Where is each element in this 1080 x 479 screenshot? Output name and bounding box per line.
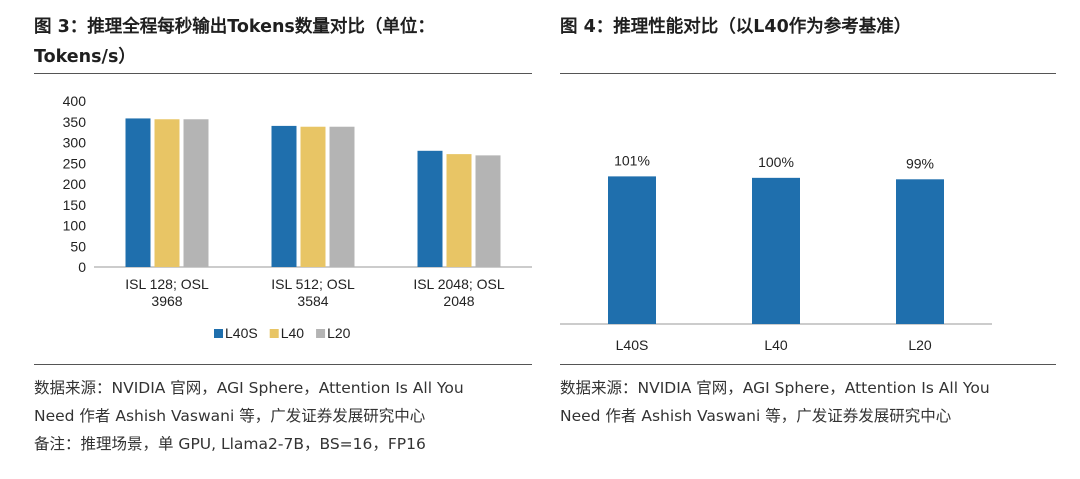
x-tick-label: 2048 bbox=[443, 293, 474, 309]
figure-4-title-line1: 图 4：推理性能对比（以L40作为参考基准） bbox=[560, 17, 912, 37]
y-tick-label: 400 bbox=[63, 93, 87, 109]
figure-4-chart: 101% L40S 100% L40 99% L20 bbox=[560, 152, 992, 353]
bar-l20-2 bbox=[329, 126, 355, 267]
x-tick-label: ISL 512; OSL bbox=[271, 276, 355, 292]
figure-3-chart: 0 50 100 150 200 250 300 350 400 ISL 128; OSL3968… bbox=[63, 93, 532, 341]
x-tick-label: ISL 128; OSL bbox=[125, 276, 209, 292]
legend-label-l40s: L40S bbox=[225, 325, 258, 341]
figure-3-panel: 图 3：推理全程每秒输出Tokens数量对比（单位： Tokens/s） bbox=[34, 0, 532, 72]
figure-4-source: 数据来源：NVIDIA 官网，AGI Sphere，Attention Is A… bbox=[560, 374, 990, 430]
bar-l40 bbox=[752, 177, 800, 324]
bar-l40-2 bbox=[300, 126, 326, 267]
bar-l20-3 bbox=[475, 155, 501, 267]
figure-3-title: 图 3：推理全程每秒输出Tokens数量对比（单位： Tokens/s） bbox=[34, 12, 532, 72]
bar-l20 bbox=[896, 179, 944, 324]
figure-4-top-rule bbox=[560, 73, 1056, 74]
y-tick-label: 50 bbox=[70, 238, 86, 254]
x-tick-label: ISL 2048; OSL bbox=[413, 276, 505, 292]
figure-3-source: 数据来源：NVIDIA 官网，AGI Sphere，Attention Is A… bbox=[34, 374, 464, 458]
figure-4-panel: 图 4：推理性能对比（以L40作为参考基准） bbox=[560, 0, 1056, 42]
figure-4-title: 图 4：推理性能对比（以L40作为参考基准） bbox=[560, 12, 1056, 42]
figure-3-source-line2: Need 作者 Ashish Vaswani 等，广发证券发展研究中心 bbox=[34, 407, 426, 425]
legend-swatch-l40 bbox=[269, 329, 279, 338]
bar-l40-1 bbox=[154, 119, 180, 267]
x-tick-label: 3584 bbox=[297, 293, 328, 309]
bar-l40s-3 bbox=[417, 150, 443, 267]
data-label-l40s: 101% bbox=[614, 152, 650, 168]
y-tick-label: 0 bbox=[78, 259, 86, 275]
figure-4-bottom-rule bbox=[560, 364, 1056, 365]
legend-label-l20: L20 bbox=[327, 325, 351, 341]
x-tick-label: 3968 bbox=[151, 293, 182, 309]
x-tick-label: L40S bbox=[616, 337, 649, 353]
y-tick-label: 150 bbox=[63, 197, 87, 213]
legend-swatch-l20 bbox=[316, 329, 326, 338]
legend-swatch-l40s bbox=[214, 329, 223, 338]
data-label-l20: 99% bbox=[906, 155, 934, 171]
y-tick-label: 350 bbox=[63, 114, 87, 130]
figure-3-source-line1: 数据来源：NVIDIA 官网，AGI Sphere，Attention Is A… bbox=[34, 379, 464, 397]
legend-label-l40: L40 bbox=[281, 325, 305, 341]
figure-3-title-line2: Tokens/s） bbox=[34, 47, 136, 67]
x-tick-label: L20 bbox=[908, 337, 932, 353]
y-tick-label: 250 bbox=[63, 155, 87, 171]
figure-3-title-line1: 图 3：推理全程每秒输出Tokens数量对比（单位： bbox=[34, 17, 435, 37]
figure-4-source-line1: 数据来源：NVIDIA 官网，AGI Sphere，Attention Is A… bbox=[560, 379, 990, 397]
bar-l40s-1 bbox=[125, 118, 151, 268]
y-tick-label: 300 bbox=[63, 135, 87, 151]
bar-l20-1 bbox=[183, 119, 209, 267]
figure-4-source-line2: Need 作者 Ashish Vaswani 等，广发证券发展研究中心 bbox=[560, 407, 952, 425]
data-label-l40: 100% bbox=[758, 154, 794, 170]
bar-l40s-2 bbox=[271, 125, 297, 268]
figure-3-top-rule bbox=[34, 73, 532, 74]
figure-3-bottom-rule bbox=[34, 364, 532, 365]
figure-3-note: 备注：推理场景，单 GPU, Llama2-7B，BS=16，FP16 bbox=[34, 435, 426, 453]
bar-l40s bbox=[608, 176, 656, 324]
y-tick-label: 200 bbox=[63, 176, 87, 192]
x-tick-label: L40 bbox=[764, 337, 788, 353]
y-tick-label: 100 bbox=[63, 218, 87, 234]
bar-l40-3 bbox=[446, 154, 472, 267]
